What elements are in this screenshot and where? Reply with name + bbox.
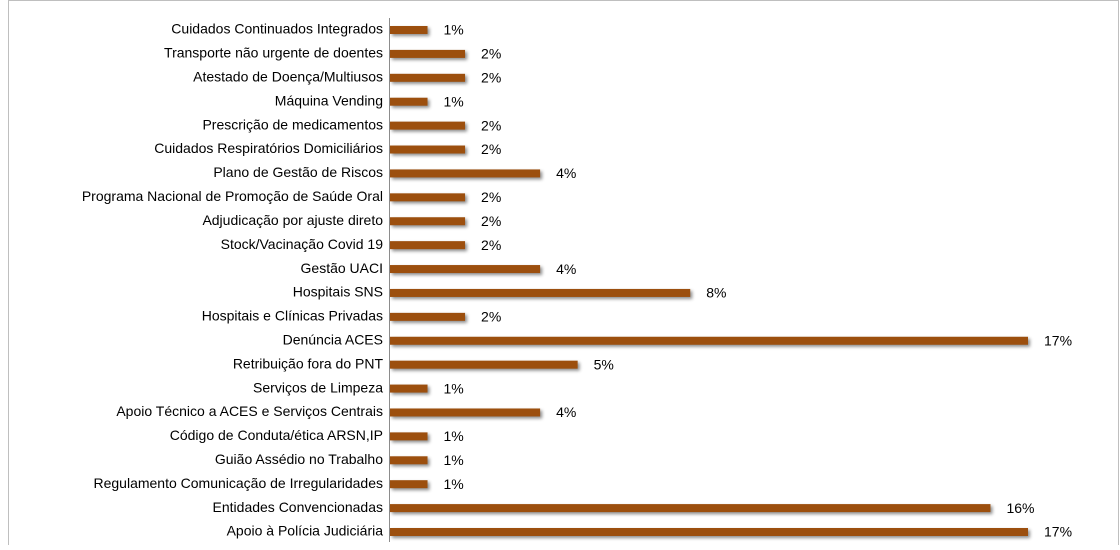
category-label: Adjudicação por ajuste direto [202, 212, 383, 228]
bar [390, 97, 428, 106]
bar [390, 217, 466, 226]
category-label: Cuidados Respiratórios Domiciliários [154, 140, 383, 156]
category-label: Gestão UACI [301, 260, 383, 276]
value-label: 1% [444, 22, 464, 38]
value-label: 2% [481, 70, 501, 86]
value-label: 2% [481, 309, 501, 325]
category-label: Denúncia ACES [283, 331, 383, 347]
bar [390, 528, 1028, 536]
category-label: Retribuição fora do PNT [233, 355, 384, 371]
bar [390, 265, 541, 274]
bar [390, 312, 466, 321]
category-label: Plano de Gestão de Riscos [213, 164, 383, 180]
category-label: Programa Nacional de Promoção de Saúde O… [82, 188, 383, 204]
bar [390, 73, 466, 82]
value-label: 5% [594, 356, 614, 372]
value-label: 1% [444, 93, 464, 109]
bar [390, 241, 466, 250]
value-label: 2% [481, 189, 501, 205]
value-label: 4% [556, 261, 576, 277]
bar [390, 121, 466, 130]
value-label: 1% [444, 380, 464, 396]
bar [390, 26, 428, 34]
bar [390, 408, 541, 417]
value-label: 2% [481, 141, 501, 157]
bar [390, 504, 991, 513]
bar [390, 384, 428, 393]
category-label: Regulamento Comunicação de Irregularidad… [93, 475, 383, 491]
bar [390, 169, 541, 178]
category-label: Hospitais SNS [293, 284, 383, 300]
category-label: Stock/Vacinação Covid 19 [221, 236, 384, 252]
value-label: 2% [481, 237, 501, 253]
value-label: 17% [1044, 332, 1072, 348]
category-label: Entidades Convencionadas [213, 499, 383, 515]
bar [390, 432, 428, 441]
category-label: Apoio à Polícia Judiciária [227, 523, 384, 539]
category-label: Prescrição de medicamentos [202, 116, 383, 132]
category-label: Cuidados Continuados Integrados [171, 21, 383, 37]
bar [390, 145, 466, 154]
category-label: Código de Conduta/ética ARSN,IP [170, 427, 383, 443]
value-label: 17% [1044, 524, 1072, 540]
value-label: 1% [444, 428, 464, 444]
category-label: Apoio Técnico a ACES e Serviços Centrais [116, 403, 383, 419]
category-label: Máquina Vending [275, 92, 383, 108]
value-label: 4% [556, 165, 576, 181]
bar [390, 336, 1028, 345]
value-label: 2% [481, 117, 501, 133]
value-label: 16% [1006, 500, 1034, 516]
value-label: 1% [444, 452, 464, 468]
bar [390, 360, 578, 369]
value-label: 2% [481, 46, 501, 62]
bar [390, 193, 466, 202]
category-label: Hospitais e Clínicas Privadas [202, 308, 383, 324]
value-label: 1% [444, 476, 464, 492]
category-label: Serviços de Limpeza [253, 379, 383, 395]
chart-frame [8, 0, 1119, 550]
bar [390, 480, 428, 489]
value-label: 2% [481, 213, 501, 229]
value-label: 8% [706, 285, 726, 301]
value-label: 4% [556, 404, 576, 420]
category-label: Guião Assédio no Trabalho [215, 451, 383, 467]
bar [390, 456, 428, 465]
bar [390, 288, 691, 297]
category-label: Transporte não urgente de doentes [164, 45, 383, 61]
category-label: Atestado de Doença/Multiusos [193, 69, 383, 85]
bar [390, 49, 466, 58]
